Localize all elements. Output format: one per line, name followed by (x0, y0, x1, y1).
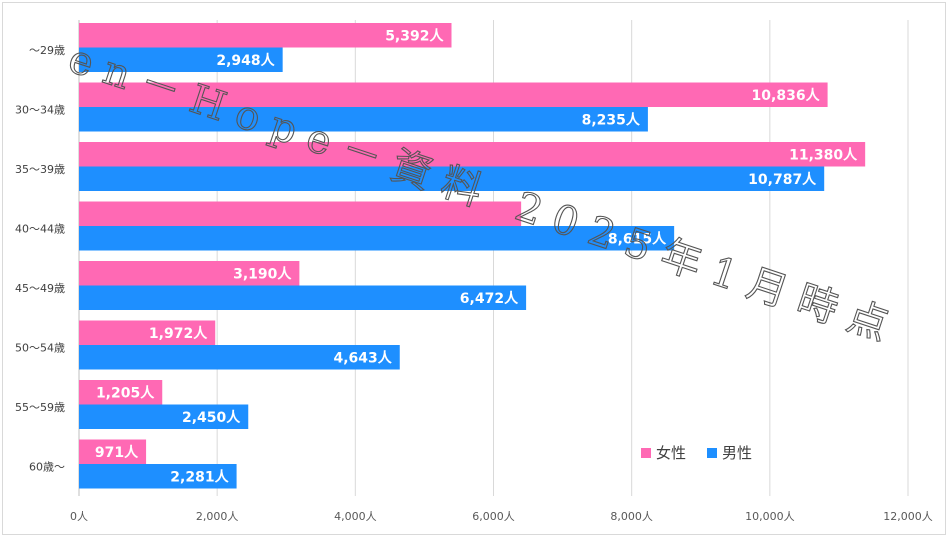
legend-label: 男性 (722, 444, 752, 462)
x-tick-label: 4,000人 (334, 510, 377, 523)
legend-swatch (707, 448, 717, 458)
category-label: 45～49歳 (15, 282, 65, 295)
bar-female (79, 261, 300, 286)
data-label: 971人 (95, 444, 139, 461)
category-label: 35～39歳 (15, 163, 65, 176)
category-label: ～29歳 (29, 44, 65, 57)
bar-female (79, 82, 828, 107)
category-label: 40～44歳 (15, 222, 65, 235)
bar-male (79, 404, 249, 429)
x-tick-label: 8,000人 (610, 510, 653, 523)
bar-female (79, 201, 522, 226)
data-label: 11,380人 (789, 146, 858, 163)
data-label: 2,450人 (182, 409, 241, 426)
bar-male (79, 166, 825, 191)
bar-female (79, 439, 147, 464)
data-label: 4,643人 (333, 349, 392, 366)
bar-male (79, 226, 675, 251)
x-tick-label: 12,000人 (883, 510, 933, 523)
category-label: 30～34歳 (15, 103, 65, 116)
bar-female (79, 23, 452, 48)
data-label: 10,836人 (752, 87, 821, 104)
category-label: 60歳～ (29, 460, 65, 473)
data-label: 8,615人 (608, 230, 667, 247)
legend-label: 女性 (656, 444, 686, 462)
data-label: 2,281人 (170, 468, 229, 485)
data-label: 1,205人 (96, 384, 155, 401)
category-label: 50～54歳 (15, 341, 65, 354)
data-label: 10,787人 (748, 171, 817, 188)
x-tick-label: 10,000人 (745, 510, 795, 523)
bar-female (79, 142, 866, 167)
bar-female (79, 320, 216, 345)
bar-male (79, 285, 527, 310)
legend-swatch (641, 448, 651, 458)
x-tick-label: 0人 (70, 510, 88, 523)
bar-male (79, 107, 648, 132)
bar-male (79, 47, 283, 72)
data-label: 5,392人 (385, 27, 444, 44)
data-label: 1,972人 (149, 325, 208, 342)
x-tick-label: 6,000人 (472, 510, 515, 523)
data-label: 6,472人 (460, 290, 519, 307)
bars (79, 23, 866, 489)
bar-female (79, 380, 163, 405)
bar-male (79, 345, 400, 370)
data-label: 2,948人 (216, 52, 275, 69)
bar-male (79, 464, 237, 489)
category-labels: ～29歳 30～34歳 35～39歳 40～44歳 45～49歳 50～54歳 55～59歳… (15, 44, 65, 474)
data-labels: 5,392人 2,948人 10,836人 8,235人 11,380人 10,787人 8… (95, 27, 858, 485)
data-label: 8,235人 (582, 111, 641, 128)
category-label: 55～59歳 (15, 401, 65, 414)
x-tick-labels: 0人 2,000人 4,000人 6,000人 8,000人 10,000人 12,000人 (70, 510, 933, 523)
x-tick-label: 2,000人 (196, 510, 239, 523)
data-label: 3,190人 (233, 265, 292, 282)
legend: 女性 男性 (641, 444, 752, 462)
